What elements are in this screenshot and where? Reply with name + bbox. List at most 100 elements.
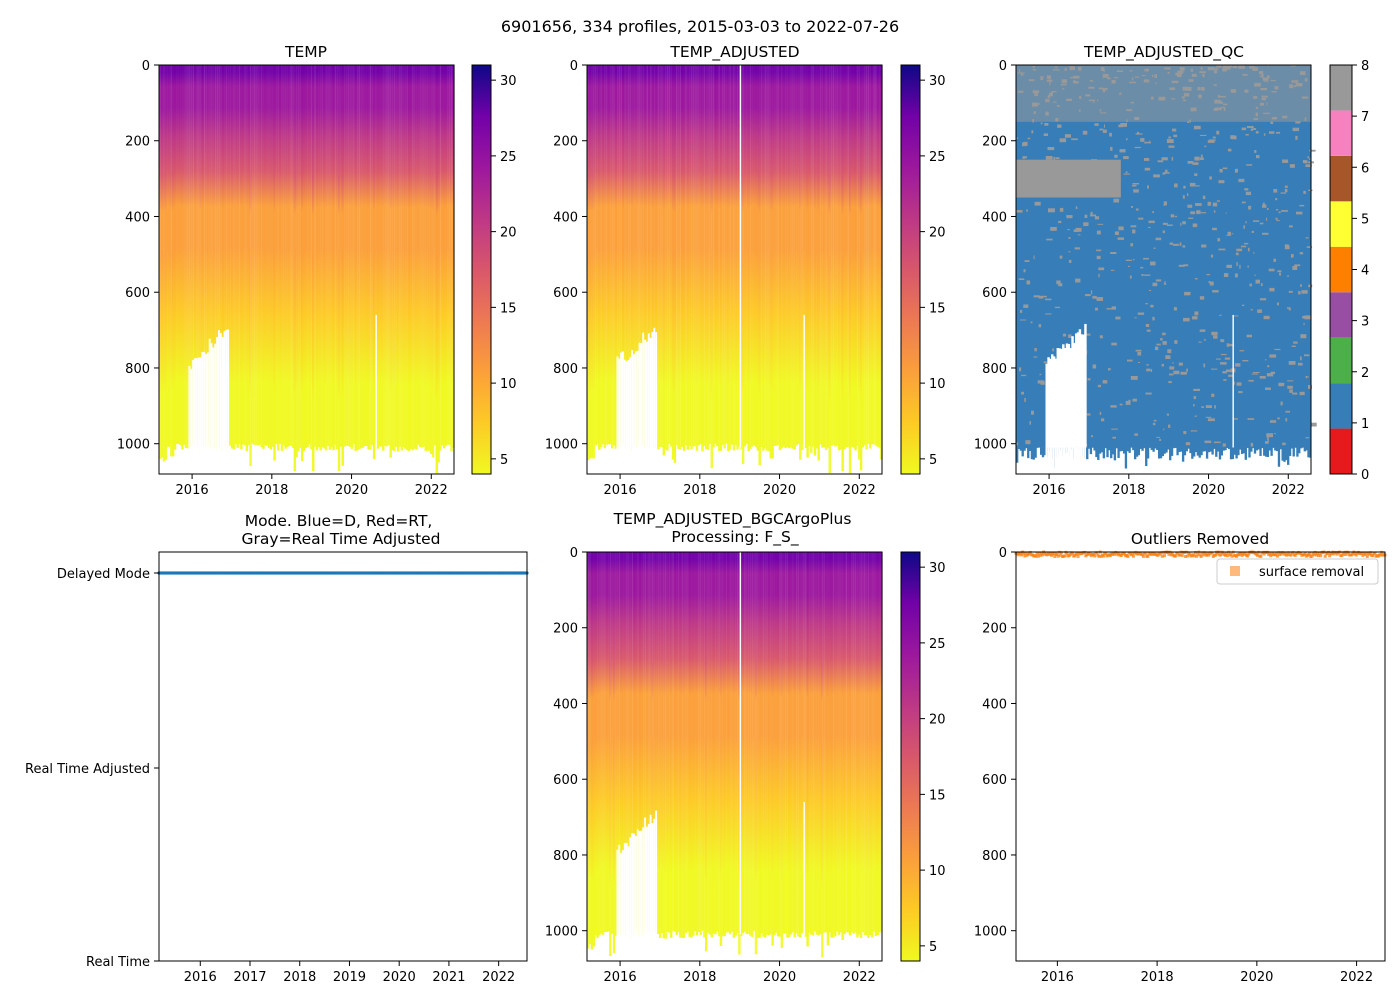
qc-flag-cell xyxy=(1228,374,1233,377)
qc-flag-cell xyxy=(1209,176,1212,180)
data-gap xyxy=(214,343,217,474)
heatmap-column xyxy=(867,65,870,444)
heatmap-column xyxy=(741,65,745,465)
heatmap-column xyxy=(701,65,704,452)
panel-title: Mode. Blue=D, Red=RT, Gray=Real Time Adj… xyxy=(241,512,440,548)
heatmap-column xyxy=(819,552,822,935)
qc-flag-cell xyxy=(1016,210,1023,213)
qc-flag-cell xyxy=(1183,317,1190,322)
qc-flag-cell xyxy=(1140,138,1145,142)
outlier-point xyxy=(1167,552,1171,556)
heatmap-column xyxy=(277,65,280,451)
heatmap-column xyxy=(793,65,796,450)
qc-flag-cell xyxy=(1094,296,1096,299)
heatmap-column xyxy=(431,65,435,458)
y-tick-label: 400 xyxy=(553,210,578,225)
outlier-point xyxy=(1053,554,1057,558)
heatmap-column xyxy=(858,65,861,460)
qc-flag-cell xyxy=(1148,226,1151,229)
qc-flag-cell xyxy=(1310,422,1317,427)
outlier-point xyxy=(1186,554,1190,558)
heatmap-column xyxy=(646,65,649,449)
x-tick-label: 2020 xyxy=(763,970,796,985)
qc-flag-cell xyxy=(1096,297,1103,301)
qc-column xyxy=(1159,447,1163,459)
y-tick-label: 1000 xyxy=(545,438,578,453)
heatmap-column xyxy=(802,552,806,932)
qc-flag-cell xyxy=(1144,141,1151,144)
heatmap-column xyxy=(789,65,793,448)
y-tick-label: 0 xyxy=(570,59,578,74)
qc-flag-cell xyxy=(1212,202,1218,207)
x-tick-label: 2021 xyxy=(432,970,465,985)
qc-flag-cell xyxy=(1108,368,1111,371)
qc-flag-cell xyxy=(1298,362,1303,366)
qc-flag-cell xyxy=(1040,122,1043,125)
qc-flag-cell xyxy=(1266,217,1268,221)
qc-flag-cell xyxy=(1097,384,1101,388)
qc-column xyxy=(1032,447,1035,460)
data-gap xyxy=(649,337,653,474)
heatmap-column xyxy=(631,552,634,939)
data-gap xyxy=(1052,356,1056,474)
qc-flag-cell xyxy=(1300,284,1302,287)
heatmap-column xyxy=(832,552,835,938)
qc-column xyxy=(1095,447,1098,458)
heatmap-column xyxy=(640,552,643,938)
heatmap-column xyxy=(686,552,689,932)
qc-flag-cell xyxy=(1262,232,1269,235)
heatmap-column xyxy=(673,552,677,932)
x-tick-label: 2016 xyxy=(1033,483,1066,498)
qc-flag-cell xyxy=(1251,230,1254,233)
qc-flag-cell xyxy=(1094,216,1100,220)
qc-flag-cell xyxy=(1265,387,1271,390)
heatmap-column xyxy=(751,552,754,937)
qc-flag-cell xyxy=(1226,234,1232,236)
panel-temp-adjusted: TEMP_ADJUSTED 2016 2018 2020 2022 0 200 400 60… xyxy=(545,43,946,498)
colorbar-tick-label: 4 xyxy=(1361,264,1369,279)
qc-flag-cell xyxy=(1244,242,1249,245)
outlier-point xyxy=(1041,553,1045,557)
qc-flag-cell xyxy=(1164,281,1166,284)
heatmap-column xyxy=(810,65,813,453)
qc-flag-cell xyxy=(1085,294,1091,297)
heatmap-column xyxy=(690,552,693,938)
heatmap-column xyxy=(693,552,697,932)
heatmap-column xyxy=(182,65,186,445)
qc-flag-cell xyxy=(1211,331,1218,336)
heatmap-column xyxy=(749,65,752,449)
qc-column xyxy=(1257,447,1260,450)
heatmap-column xyxy=(736,552,739,934)
data-gap xyxy=(655,810,658,961)
qc-flag-cell xyxy=(1233,381,1235,385)
heatmap-column xyxy=(649,552,653,934)
heatmap-column xyxy=(164,65,167,460)
qc-surface-gray xyxy=(1016,65,1311,122)
qc-flag-cell xyxy=(1086,413,1091,415)
heatmap-column xyxy=(299,65,302,448)
heatmap-column xyxy=(286,65,289,448)
qc-flag-cell xyxy=(1174,215,1178,218)
qc-flag-cell xyxy=(1043,361,1048,364)
qc-flag-cell xyxy=(1250,128,1253,131)
blank-profile xyxy=(375,314,377,448)
heatmap-column xyxy=(679,65,682,450)
outlier-point xyxy=(1289,553,1293,557)
qc-flag-cell xyxy=(1153,174,1160,178)
title-line-2: Processing: F_S_ xyxy=(671,528,798,547)
qc-flag-cell xyxy=(1134,317,1137,319)
heatmap-column xyxy=(433,65,437,446)
heatmap-column xyxy=(738,552,741,955)
outlier-point xyxy=(1144,551,1148,555)
heatmap-column xyxy=(254,65,258,445)
qc-flag-cell xyxy=(1194,311,1199,316)
heatmap-column xyxy=(430,65,433,455)
heatmap-column xyxy=(717,65,721,451)
qc-flag-cell xyxy=(1304,354,1310,357)
qc-flag-cell xyxy=(1087,414,1090,416)
qc-flag-cell xyxy=(1016,137,1019,139)
outlier-point xyxy=(1268,551,1272,555)
qc-flag-cell xyxy=(1241,127,1247,131)
heatmap-column xyxy=(848,552,852,936)
qc-flag-cell xyxy=(1222,167,1228,170)
